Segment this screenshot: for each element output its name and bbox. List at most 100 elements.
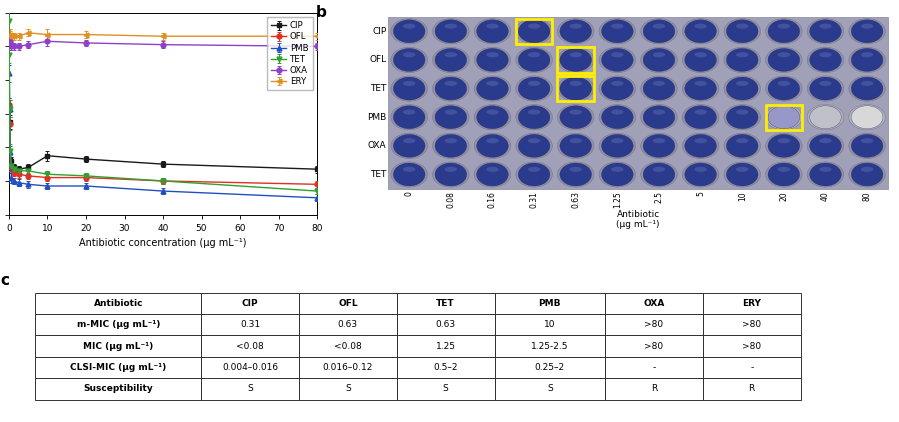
Bar xyxy=(605,378,703,400)
Bar xyxy=(605,292,703,314)
Bar xyxy=(299,378,396,400)
Text: >80: >80 xyxy=(743,320,761,329)
Ellipse shape xyxy=(445,24,457,29)
Ellipse shape xyxy=(528,52,540,57)
Text: S: S xyxy=(547,384,553,393)
Circle shape xyxy=(682,162,719,187)
Circle shape xyxy=(724,105,761,130)
Circle shape xyxy=(682,47,719,73)
Ellipse shape xyxy=(768,106,800,129)
Text: R: R xyxy=(749,384,755,393)
Circle shape xyxy=(516,105,552,130)
Text: >80: >80 xyxy=(645,341,663,351)
Circle shape xyxy=(807,133,844,159)
Circle shape xyxy=(474,162,511,187)
Ellipse shape xyxy=(403,52,415,57)
Text: m-MIC (μg mL⁻¹): m-MIC (μg mL⁻¹) xyxy=(76,320,160,329)
Circle shape xyxy=(391,47,428,73)
Ellipse shape xyxy=(611,52,624,57)
Legend: CIP, OFL, PMB, TET, OXA, ERY: CIP, OFL, PMB, TET, OXA, ERY xyxy=(266,17,313,90)
Circle shape xyxy=(766,19,802,44)
Bar xyxy=(703,335,801,357)
Bar xyxy=(396,292,494,314)
Ellipse shape xyxy=(810,134,841,157)
Ellipse shape xyxy=(643,77,675,100)
Ellipse shape xyxy=(861,81,873,86)
Text: S: S xyxy=(443,384,449,393)
Text: PMB: PMB xyxy=(367,113,387,122)
Ellipse shape xyxy=(486,167,499,172)
Ellipse shape xyxy=(694,24,707,29)
Text: 40: 40 xyxy=(821,191,830,201)
Ellipse shape xyxy=(528,109,540,115)
Circle shape xyxy=(849,133,886,159)
Ellipse shape xyxy=(653,52,665,57)
Text: 10: 10 xyxy=(738,191,747,201)
Ellipse shape xyxy=(810,20,841,43)
Bar xyxy=(703,357,801,378)
Ellipse shape xyxy=(861,52,873,57)
Text: Antibiotic: Antibiotic xyxy=(617,210,660,219)
Bar xyxy=(605,357,703,378)
Ellipse shape xyxy=(611,109,624,115)
Ellipse shape xyxy=(518,77,550,100)
Ellipse shape xyxy=(560,106,592,129)
Ellipse shape xyxy=(726,20,758,43)
Ellipse shape xyxy=(611,81,624,86)
Ellipse shape xyxy=(403,24,415,29)
Text: Susceptibility: Susceptibility xyxy=(84,384,153,393)
Ellipse shape xyxy=(486,138,499,143)
Circle shape xyxy=(807,47,844,73)
Circle shape xyxy=(474,76,511,101)
Ellipse shape xyxy=(486,81,499,86)
Circle shape xyxy=(516,162,552,187)
Bar xyxy=(494,357,605,378)
Bar xyxy=(703,292,801,314)
Ellipse shape xyxy=(685,77,717,100)
Text: 0.08: 0.08 xyxy=(446,191,455,208)
Circle shape xyxy=(391,162,428,187)
Bar xyxy=(494,314,605,335)
Text: 0.63: 0.63 xyxy=(436,320,456,329)
Circle shape xyxy=(641,76,677,101)
Ellipse shape xyxy=(768,49,800,71)
Circle shape xyxy=(432,162,469,187)
Ellipse shape xyxy=(778,138,790,143)
Ellipse shape xyxy=(819,81,832,86)
Ellipse shape xyxy=(394,20,425,43)
Text: TET: TET xyxy=(369,170,387,179)
Circle shape xyxy=(724,19,761,44)
Ellipse shape xyxy=(394,106,425,129)
Ellipse shape xyxy=(435,49,467,71)
Ellipse shape xyxy=(768,163,800,186)
Circle shape xyxy=(724,133,761,159)
Ellipse shape xyxy=(601,49,633,71)
Circle shape xyxy=(766,162,802,187)
Ellipse shape xyxy=(560,163,592,186)
Ellipse shape xyxy=(768,77,800,100)
Ellipse shape xyxy=(726,106,758,129)
Ellipse shape xyxy=(736,109,749,115)
Text: 0.63: 0.63 xyxy=(338,320,358,329)
Ellipse shape xyxy=(435,163,467,186)
Text: b: b xyxy=(316,5,326,19)
Circle shape xyxy=(391,133,428,159)
Circle shape xyxy=(474,19,511,44)
X-axis label: Antibiotic concentration (μg mL⁻¹): Antibiotic concentration (μg mL⁻¹) xyxy=(79,238,246,248)
Bar xyxy=(703,314,801,335)
Text: OFL: OFL xyxy=(369,55,387,65)
Ellipse shape xyxy=(518,20,550,43)
Circle shape xyxy=(516,76,552,101)
Circle shape xyxy=(766,133,802,159)
Circle shape xyxy=(641,105,677,130)
Circle shape xyxy=(391,105,428,130)
Ellipse shape xyxy=(394,134,425,157)
Bar xyxy=(35,357,201,378)
Ellipse shape xyxy=(601,163,633,186)
Ellipse shape xyxy=(569,24,582,29)
Ellipse shape xyxy=(403,109,415,115)
Ellipse shape xyxy=(528,81,540,86)
Text: 10: 10 xyxy=(544,320,556,329)
Ellipse shape xyxy=(694,138,707,143)
Ellipse shape xyxy=(569,138,582,143)
